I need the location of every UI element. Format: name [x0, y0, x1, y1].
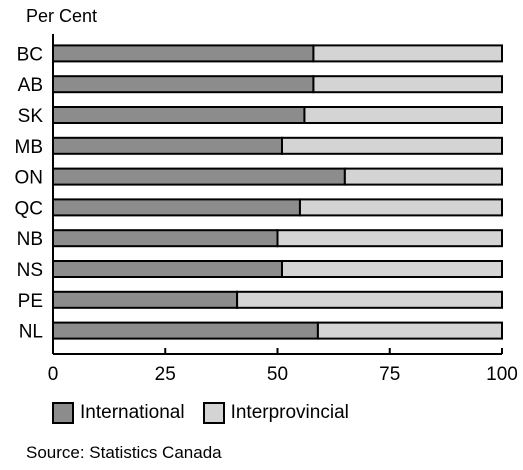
bar-bc-international — [52, 44, 315, 63]
x-tick-label-75: 75 — [379, 364, 400, 385]
legend: International Interprovincial — [52, 402, 349, 424]
legend-item-international: International — [52, 402, 185, 424]
bar-nl-interprovincial — [316, 321, 503, 340]
bar-qc-interprovincial — [298, 198, 504, 217]
bar-nl-international — [52, 321, 319, 340]
legend-swatch-interprovincial — [202, 402, 225, 424]
bar-ns-international — [52, 260, 283, 278]
category-label-nl: NL — [19, 322, 43, 343]
legend-label-interprovincial: Interprovincial — [230, 402, 349, 423]
bar-ns-interprovincial — [280, 260, 503, 278]
bar-sk-interprovincial — [303, 106, 503, 124]
bar-sk-international — [52, 106, 306, 124]
category-label-ab: AB — [18, 75, 43, 96]
bar-pe-interprovincial — [236, 290, 503, 309]
bar-nb-interprovincial — [276, 229, 503, 248]
category-label-ns: NS — [17, 260, 43, 281]
category-label-pe: PE — [18, 291, 43, 312]
bar-on-international — [52, 167, 346, 186]
category-label-qc: QC — [15, 198, 44, 219]
bar-qc-international — [52, 198, 301, 217]
x-tick-label-0: 0 — [48, 364, 59, 385]
bar-ab-interprovincial — [312, 75, 504, 94]
category-label-on: ON — [15, 168, 44, 189]
category-label-bc: BC — [17, 44, 43, 65]
category-label-sk: SK — [18, 106, 44, 127]
bar-pe-international — [52, 290, 239, 309]
bar-on-interprovincial — [343, 167, 503, 186]
bar-bc-interprovincial — [312, 44, 504, 63]
legend-swatch-international — [52, 402, 74, 424]
x-tick-label-50: 50 — [267, 364, 288, 385]
bar-ab-international — [52, 75, 315, 94]
x-tick-label-25: 25 — [155, 364, 176, 385]
source-note: Source: Statistics Canada — [26, 443, 222, 462]
bar-mb-interprovincial — [280, 136, 503, 155]
stacked-bar-chart: BC AB SK MB ON QC NB NS PE NL0 25 50 75 100 — [15, 34, 518, 385]
category-label-mb: MB — [15, 137, 44, 158]
x-tick-label-100: 100 — [486, 364, 518, 385]
legend-label-international: International — [80, 402, 185, 423]
y-axis-title: Per Cent — [26, 6, 98, 26]
legend-item-interprovincial: Interprovincial — [202, 402, 349, 424]
bar-mb-international — [52, 136, 283, 155]
category-label-nb: NB — [17, 229, 43, 250]
bar-nb-international — [52, 229, 279, 248]
